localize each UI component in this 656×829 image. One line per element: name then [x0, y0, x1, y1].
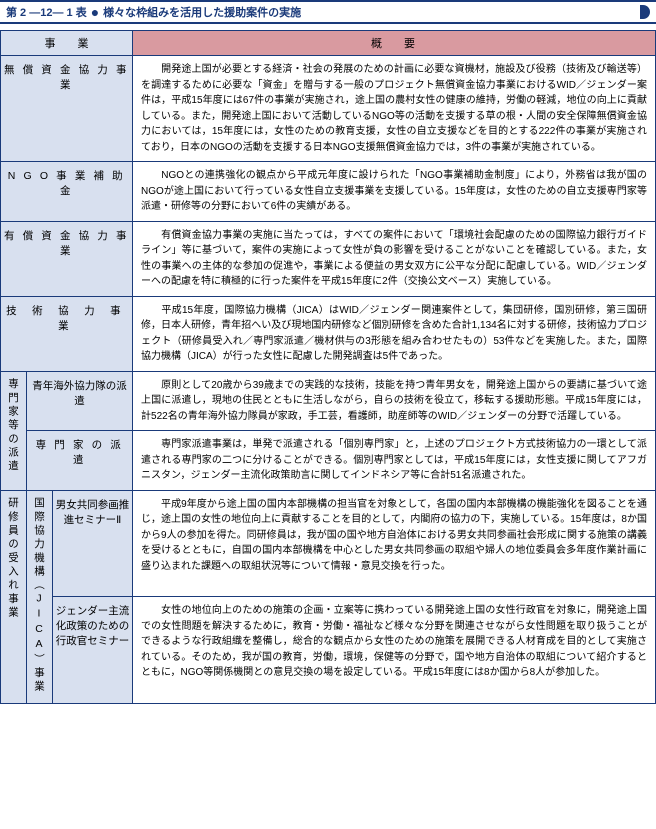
- row-label: 技 術 協 力 事 業: [3, 303, 130, 333]
- table-row: 専門家等の派遣 青年海外協力隊の派遣 原則として20歳から39歳までの実践的な技…: [1, 371, 656, 431]
- subgroup-label: 国際協力機構（JICA）事業: [32, 497, 47, 694]
- table-row: 無 償 資 金 協 力 事 業 開発途上国が必要とする経済・社会の発展のための計…: [1, 56, 656, 162]
- table-row: 専 門 家 の 派 遣 専門家派遣事業は，単発で派遣される「個別専門家」と，上述…: [1, 431, 656, 491]
- table-row: 有 償 資 金 協 力 事 業 有償資金協力事業の実施に当たっては，すべての案件…: [1, 221, 656, 296]
- row-content: 女性の地位向上のための施策の企画・立案等に携わっている開発途上国の女性行政官を対…: [133, 597, 656, 704]
- table-row: 研修員の受入れ事業 国際協力機構（JICA）事業 男女共同参画推進セミナーⅡ 平…: [1, 490, 656, 597]
- table-row: 技 術 協 力 事 業 平成15年度，国際協力機構（JICA）はWID／ジェンダ…: [1, 296, 656, 371]
- table-title-bar: 第 2 ―12― 1 表 ● 様々な枠組みを活用した援助案件の実施: [0, 0, 656, 24]
- row-content: 専門家派遣事業は，単発で派遣される「個別専門家」と，上述のプロジェクト方式技術協…: [133, 431, 656, 491]
- table-number: 第 2 ―12― 1 表: [6, 4, 87, 20]
- title-cap-icon: [640, 5, 650, 19]
- group-label: 研修員の受入れ事業: [6, 497, 21, 620]
- row-label: 有 償 資 金 協 力 事 業: [3, 228, 130, 258]
- group-label: 専門家等の派遣: [6, 378, 21, 474]
- sub-label: ジェンダー主流化政策のための行政官セミナー: [56, 605, 130, 647]
- row-content: 有償資金協力事業の実施に当たっては，すべての案件において「環境社会配慮のための国…: [133, 221, 656, 296]
- table-title: 様々な枠組みを活用した援助案件の実施: [103, 4, 640, 20]
- row-content: NGOとの連携強化の観点から平成元年度に設けられた「NGO事業補助金制度」により…: [133, 162, 656, 222]
- main-table: 事 業 概要 無 償 資 金 協 力 事 業 開発途上国が必要とする経済・社会の…: [0, 30, 656, 704]
- row-label: 無 償 資 金 協 力 事 業: [3, 62, 130, 92]
- row-content: 平成15年度，国際協力機構（JICA）はWID／ジェンダー関連案件として，集団研…: [133, 296, 656, 371]
- sub-label: 専 門 家 の 派 遣: [29, 437, 130, 467]
- sub-label: 男女共同参画推進セミナーⅡ: [56, 499, 130, 526]
- row-content: 平成9年度から途上国の国内本部機構の担当官を対象として，各国の国内本部機構の機能…: [133, 490, 656, 597]
- row-label: N G O 事 業 補 助 金: [3, 168, 130, 198]
- bullet-icon: ●: [91, 4, 99, 20]
- header-summary: 概要: [133, 31, 656, 56]
- row-content: 原則として20歳から39歳までの実践的な技術，技能を持つ青年男女を，開発途上国か…: [133, 371, 656, 431]
- table-row: N G O 事 業 補 助 金 NGOとの連携強化の観点から平成元年度に設けられ…: [1, 162, 656, 222]
- header-row: 事 業 概要: [1, 31, 656, 56]
- sub-label: 青年海外協力隊の派遣: [32, 380, 127, 407]
- table-row: ジェンダー主流化政策のための行政官セミナー 女性の地位向上のための施策の企画・立…: [1, 597, 656, 704]
- header-business: 事 業: [1, 31, 133, 56]
- row-content: 開発途上国が必要とする経済・社会の発展のための計画に必要な資機材，施設及び役務（…: [133, 56, 656, 162]
